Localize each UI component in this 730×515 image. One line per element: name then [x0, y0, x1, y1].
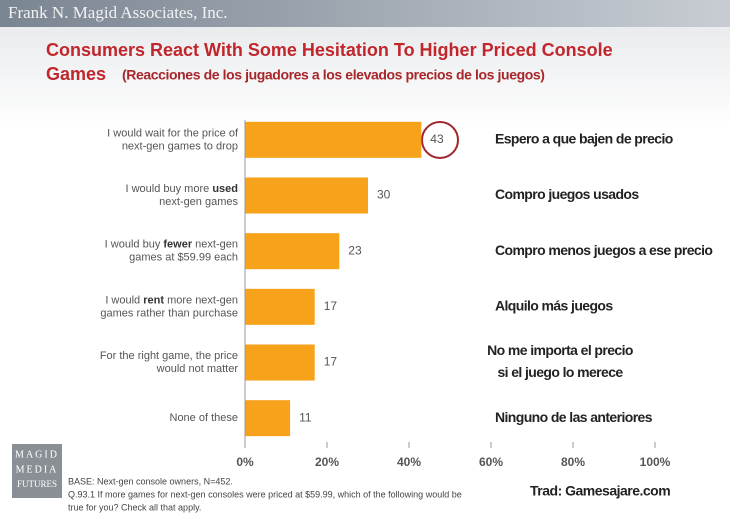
- category-run: would not matter: [156, 363, 239, 375]
- category-label: I would wait for the price of: [107, 127, 239, 139]
- x-tick-label: 60%: [479, 455, 503, 469]
- translation: Compro juegos usados: [495, 186, 639, 202]
- category-run: I would buy more: [125, 183, 212, 195]
- x-tick-label: 20%: [315, 455, 339, 469]
- category-run: I would wait for the price of: [107, 127, 239, 139]
- category-run: next-gen: [192, 239, 238, 251]
- category-label: games at $59.99 each: [129, 252, 238, 264]
- x-tick-label: 0%: [236, 455, 254, 469]
- value-label: 23: [348, 243, 362, 257]
- category-run: For the right game, the price: [100, 350, 238, 362]
- chart-title: Consumers React With Some Hesitation To …: [46, 40, 613, 60]
- bar: [245, 121, 422, 158]
- header-text: Frank N. Magid Associates, Inc.: [8, 3, 228, 22]
- category-label: I would buy fewer next-gen: [105, 239, 238, 251]
- category-run: games rather than purchase: [100, 307, 238, 319]
- chart-title: Games: [46, 64, 106, 84]
- bar: [245, 233, 340, 270]
- value-label: 30: [377, 188, 391, 202]
- x-tick-label: 40%: [397, 455, 421, 469]
- footnote: true for you? Check all that apply.: [68, 502, 201, 512]
- category-label: would not matter: [156, 363, 239, 375]
- chart-subtitle: (Reacciones de los jugadores a los eleva…: [122, 67, 545, 83]
- x-tick-label: 100%: [640, 455, 671, 469]
- category-run: rent: [143, 294, 164, 306]
- category-run: next-gen games to drop: [122, 140, 238, 152]
- category-label: For the right game, the price: [100, 350, 238, 362]
- bar: [245, 400, 291, 437]
- category-label: I would buy more used: [125, 183, 238, 195]
- logo: MAGID MEDIA FUTURES: [12, 444, 62, 498]
- bar: [245, 344, 315, 381]
- category-run: more next-gen: [164, 294, 238, 306]
- category-run: None of these: [170, 412, 239, 424]
- translation: Ninguno de las anteriores: [495, 409, 653, 425]
- translation: No me importa el precio: [487, 342, 633, 358]
- logo-box: [12, 444, 62, 498]
- value-label: 43: [430, 132, 444, 146]
- category-run: next-gen games: [159, 196, 238, 208]
- value-label: 17: [324, 299, 338, 313]
- bar: [245, 288, 315, 325]
- value-label: 17: [324, 355, 338, 369]
- category-run: fewer: [163, 239, 192, 251]
- header-bar: [0, 0, 730, 27]
- category-label: None of these: [170, 412, 239, 424]
- footnote: Q.93.1 If more games for next-gen consol…: [68, 489, 462, 499]
- translation: Espero a que bajen de precio: [495, 131, 673, 147]
- x-tick-label: 80%: [561, 455, 585, 469]
- category-run: used: [212, 183, 238, 195]
- category-run: I would buy: [105, 239, 164, 251]
- logo-text: FUTURES: [17, 479, 57, 489]
- logo-text: MEDIA: [16, 464, 59, 475]
- highlight-circle: [421, 121, 459, 159]
- logo-text: MAGID: [15, 449, 59, 460]
- category-label: games rather than purchase: [100, 307, 238, 319]
- credit: Trad: Gamesajare.com: [530, 483, 670, 499]
- category-label: next-gen games to drop: [122, 140, 238, 152]
- bar: [245, 177, 368, 214]
- category-label: next-gen games: [159, 196, 238, 208]
- category-run: I would: [105, 294, 143, 306]
- translation: Alquilo más juegos: [495, 298, 613, 314]
- category-label: I would rent more next-gen: [105, 294, 238, 306]
- translation: si el juego lo merece: [497, 364, 623, 380]
- translation: Compro menos juegos a ese precio: [495, 242, 712, 258]
- value-label: 11: [299, 410, 312, 424]
- footnote: BASE: Next-gen console owners, N=452.: [68, 476, 233, 486]
- category-run: games at $59.99 each: [129, 252, 238, 264]
